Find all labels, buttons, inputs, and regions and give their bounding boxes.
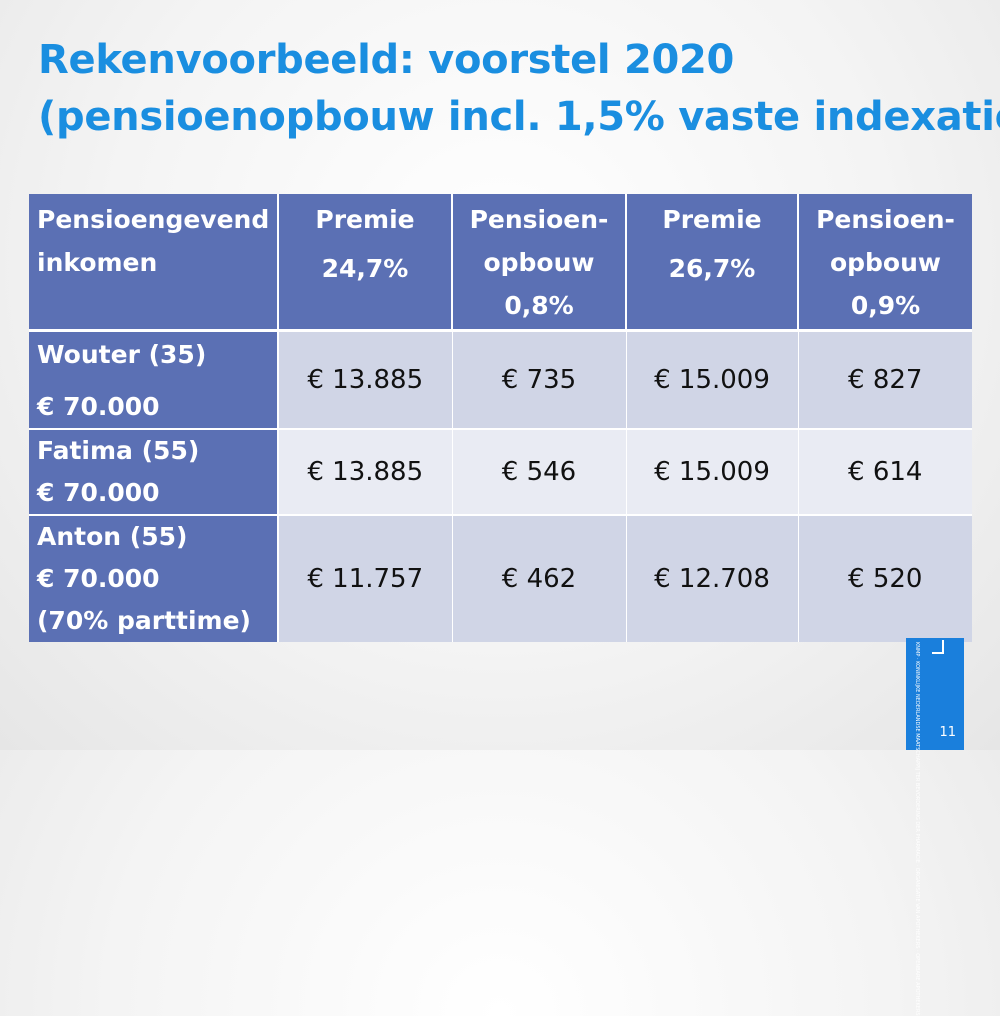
header-income-line2: inkomen	[37, 248, 158, 277]
header-premium-2-label: Premie	[662, 205, 762, 234]
logo-text: KNMP · KONINKLIJKE NEDERLANDSE MAATSCHAP…	[914, 642, 920, 1016]
header-accrual-2: Pensioen- opbouw 0,9%	[798, 194, 972, 330]
header-accrual-1-line1: Pensioen-	[469, 205, 609, 234]
logo-bar: KNMP · KONINKLIJKE NEDERLANDSE MAATSCHAP…	[906, 638, 964, 1016]
table-cell: € 13.885	[278, 428, 453, 515]
header-premium-1-label: Premie	[315, 205, 415, 234]
header-premium-1: Premie 24,7%	[278, 194, 453, 330]
table-cell: € 11.757	[278, 514, 453, 642]
table-cell: € 12.708	[626, 514, 799, 642]
header-premium-2: Premie 26,7%	[626, 194, 799, 330]
table-cell: € 735	[452, 330, 627, 429]
table-cell: € 546	[452, 428, 627, 515]
title-line-1: Rekenvoorbeeld: voorstel 2020	[38, 37, 735, 83]
table-row: Wouter (35) € 70.000 € 13.885 € 735 € 15…	[29, 330, 972, 429]
slide-title: Rekenvoorbeeld: voorstel 2020 (pensioeno…	[38, 32, 1000, 146]
row-label-name: Fatima (55)	[37, 435, 200, 465]
table-cell: € 15.009	[626, 428, 799, 515]
row-label-anton: Anton (55) € 70.000 (70% parttime)	[29, 514, 279, 642]
row-label-income: € 70.000	[37, 477, 160, 507]
header-accrual-2-rate: 0,9%	[850, 291, 921, 320]
pension-table: Pensioengevend inkomen Premie 24,7% Pens…	[29, 194, 972, 642]
table-cell: € 520	[798, 514, 972, 642]
header-premium-1-rate: 24,7%	[321, 254, 409, 283]
table-row: Fatima (55) € 70.000 € 13.885 € 546 € 15…	[29, 428, 972, 515]
table-row: Anton (55) € 70.000 (70% parttime) € 11.…	[29, 514, 972, 642]
table-cell: € 15.009	[626, 330, 799, 429]
header-accrual-2-line2: opbouw	[829, 248, 942, 277]
header-accrual-1-rate: 0,8%	[504, 291, 574, 320]
header-accrual-1-line2: opbouw	[483, 248, 595, 277]
row-label-wouter: Wouter (35) € 70.000	[29, 330, 279, 429]
title-line-2: (pensioenopbouw incl. 1,5% vaste indexat…	[38, 94, 1000, 140]
header-premium-2-rate: 26,7%	[668, 254, 756, 283]
row-label-note: (70% parttime)	[37, 605, 251, 635]
row-label-name: Anton (55)	[37, 521, 188, 551]
table-cell: € 13.885	[278, 330, 453, 429]
header-income: Pensioengevend inkomen	[29, 194, 279, 330]
table-cell: € 827	[798, 330, 972, 429]
row-label-name: Wouter (35)	[37, 339, 207, 369]
page-number: 11	[939, 725, 956, 740]
table-cell: € 614	[798, 428, 972, 515]
row-label-fatima: Fatima (55) € 70.000	[29, 428, 279, 515]
header-accrual-1: Pensioen- opbouw 0,8%	[452, 194, 627, 330]
logo-mark-icon	[932, 640, 944, 654]
table-header-row: Pensioengevend inkomen Premie 24,7% Pens…	[29, 194, 972, 330]
table-cell: € 462	[452, 514, 627, 642]
row-label-income: € 70.000	[37, 563, 160, 593]
row-label-income: € 70.000	[37, 391, 160, 421]
header-accrual-2-line1: Pensioen-	[816, 205, 955, 234]
header-income-line1: Pensioengevend	[37, 205, 270, 234]
